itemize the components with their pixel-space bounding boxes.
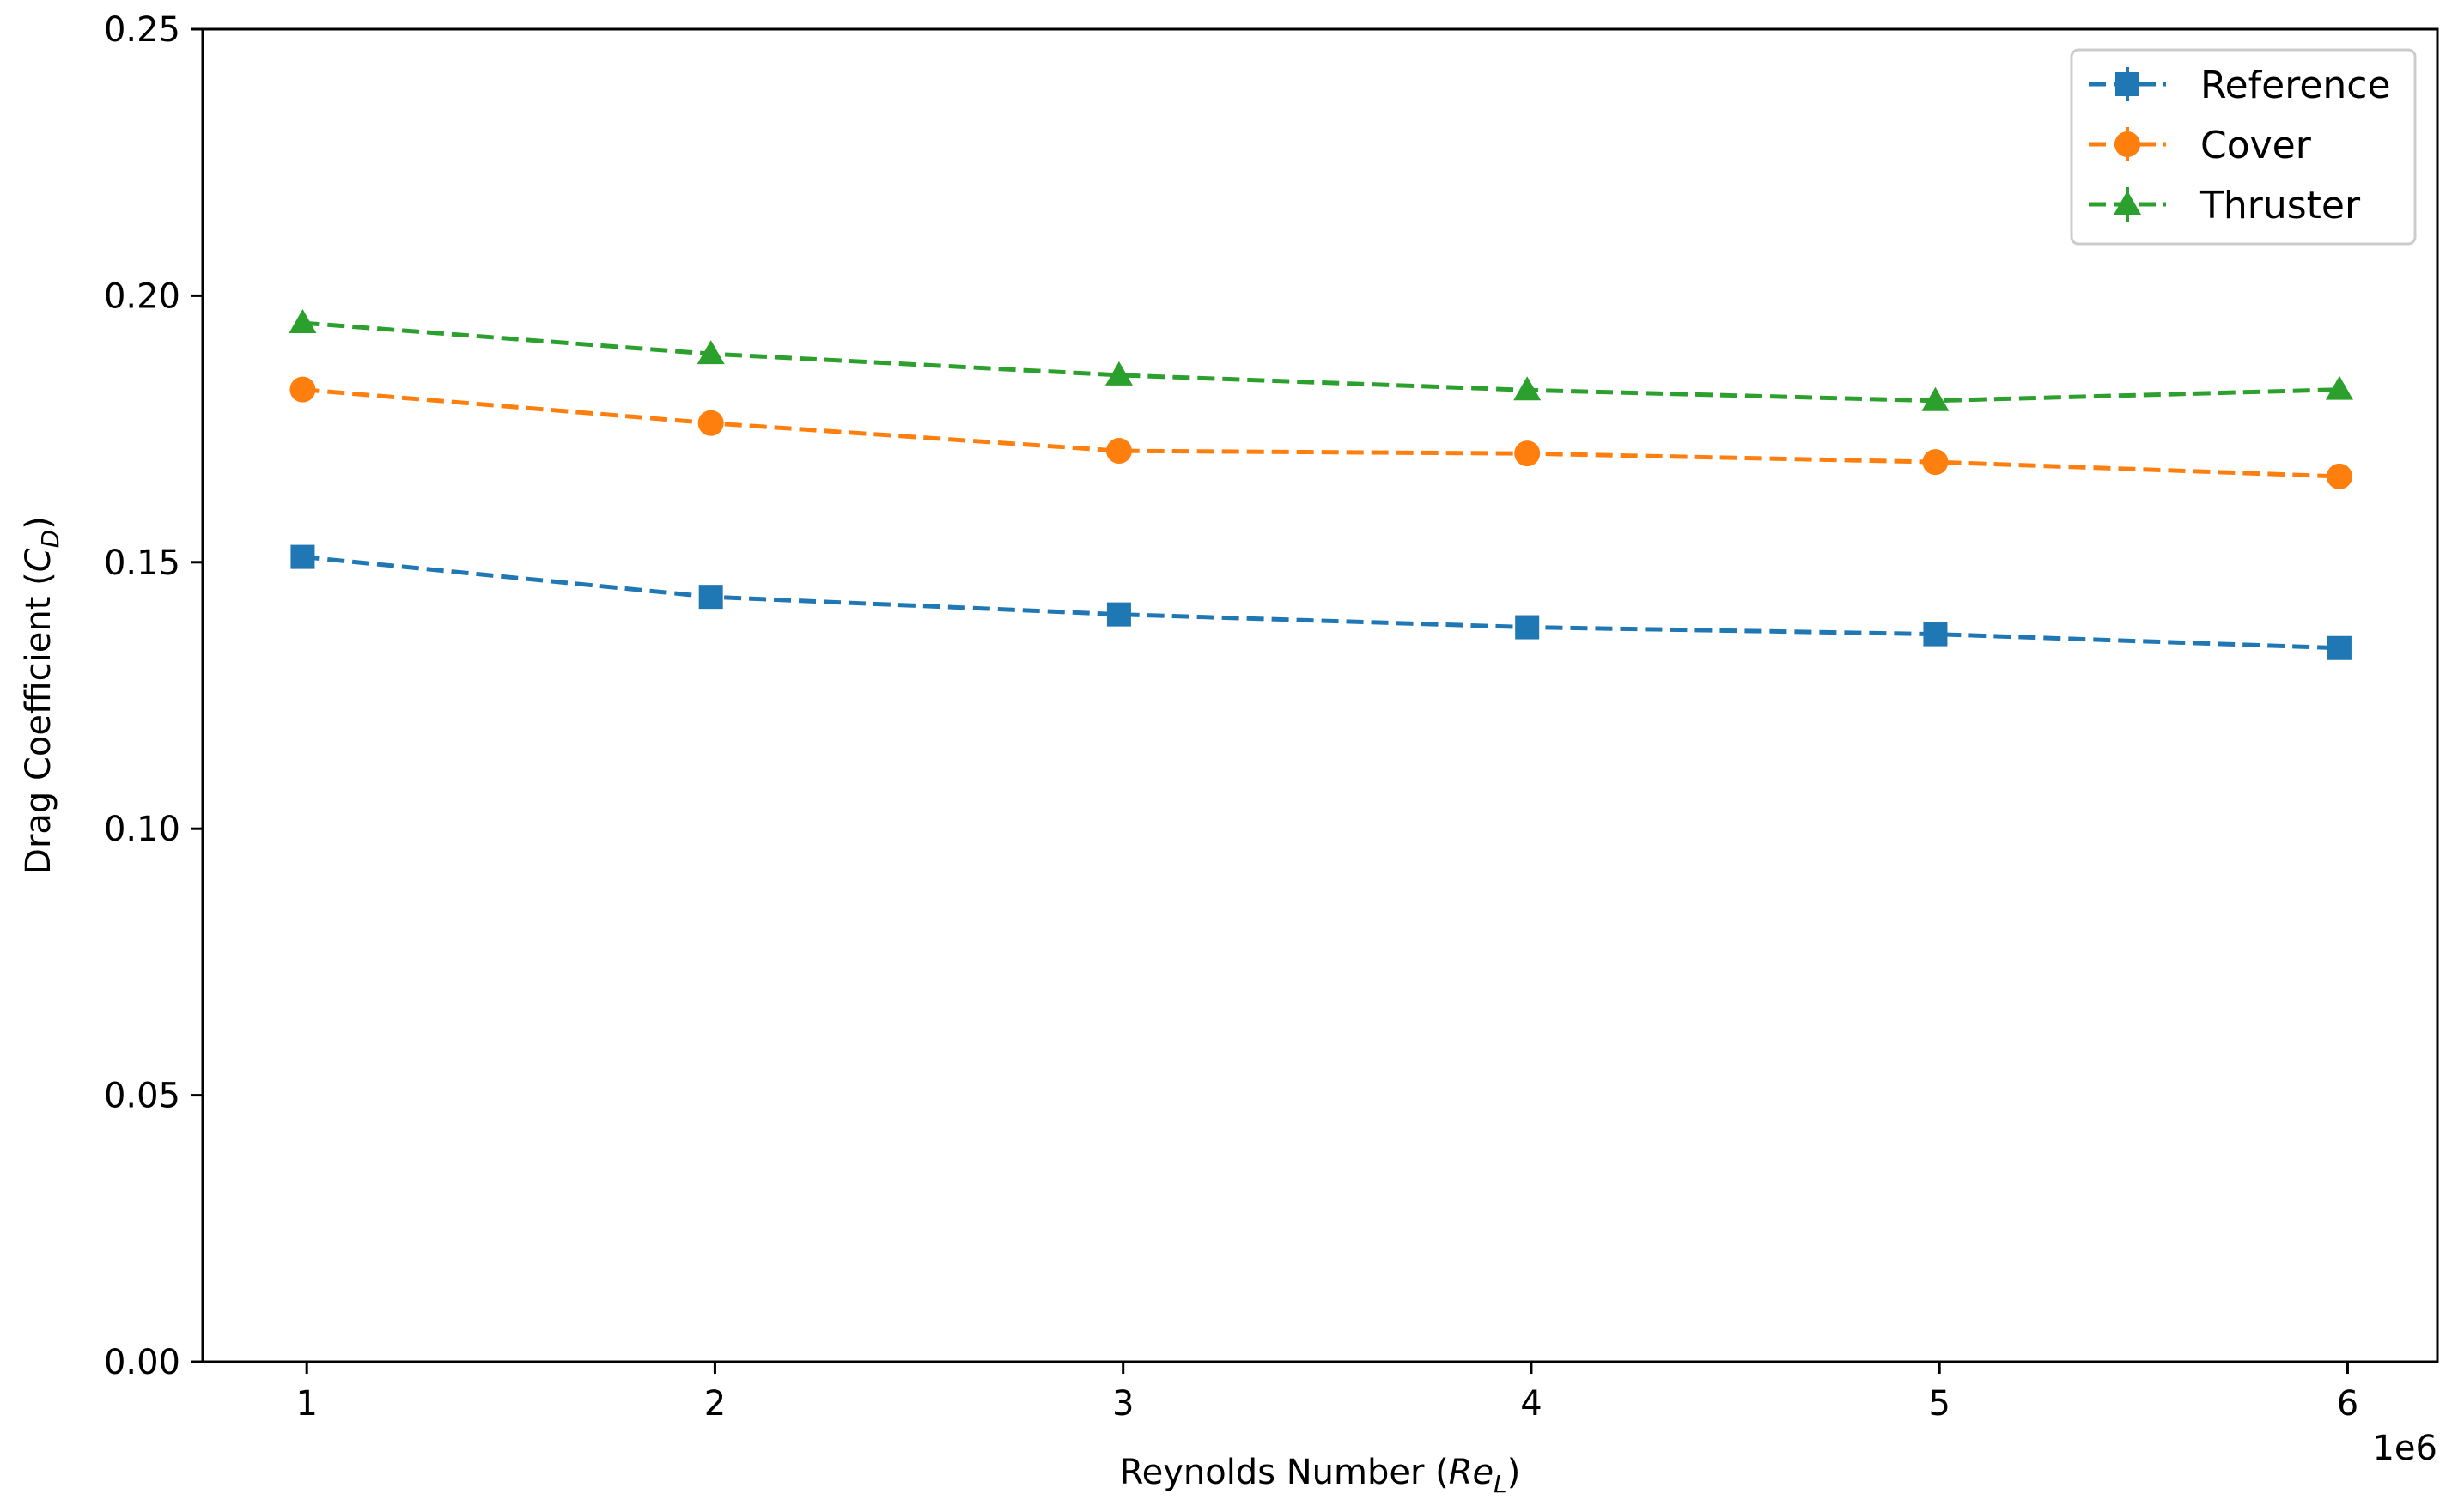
legend: Reference Cover Thruster bbox=[2070, 48, 2417, 246]
series-thruster bbox=[289, 309, 2353, 411]
legend-item-reference: Reference bbox=[2089, 64, 2391, 107]
y-tick-label-2: 0.05 bbox=[104, 1077, 180, 1116]
legend-label-cover: Cover bbox=[2200, 124, 2312, 167]
plot-area bbox=[289, 309, 2353, 660]
data-point-reference-6 bbox=[2327, 635, 2352, 660]
data-point-cover-6 bbox=[2326, 463, 2352, 489]
legend-item-thruster: Thruster bbox=[2089, 184, 2361, 228]
data-point-thruster-5 bbox=[1921, 386, 1950, 411]
series-cover bbox=[289, 376, 2352, 489]
data-point-thruster-6 bbox=[2325, 375, 2353, 400]
legend-label-thruster: Thruster bbox=[2199, 184, 2361, 228]
series-line-thruster bbox=[302, 320, 2339, 404]
y-axis-title: Drag Coefficient (CD) bbox=[19, 516, 64, 875]
series-line-cover bbox=[302, 387, 2339, 479]
y-tick-label-6: 0.25 bbox=[104, 10, 180, 50]
y-tick-label-4: 0.15 bbox=[104, 543, 180, 583]
legend-marker-cover bbox=[2114, 131, 2140, 157]
x-tick-label-2: 2 bbox=[704, 1384, 726, 1424]
legend-box bbox=[2070, 48, 2417, 246]
x-offset-label: 1e6 bbox=[2372, 1429, 2437, 1468]
y-tick-label-5: 0.20 bbox=[104, 276, 180, 316]
data-point-reference-3 bbox=[1106, 602, 1131, 627]
data-point-cover-3 bbox=[1105, 438, 1132, 465]
data-point-thruster-4 bbox=[1513, 376, 1542, 401]
legend-marker-thruster bbox=[2114, 191, 2141, 215]
data-point-reference-1 bbox=[290, 544, 315, 569]
series-line-reference bbox=[302, 555, 2339, 651]
legend-item-cover: Cover bbox=[2089, 124, 2312, 167]
x-tick-label-4: 4 bbox=[1520, 1384, 1542, 1424]
x-tick-label-3: 3 bbox=[1112, 1384, 1134, 1424]
data-point-thruster-3 bbox=[1104, 361, 1133, 386]
data-point-thruster-1 bbox=[289, 309, 317, 334]
data-point-cover-4 bbox=[1514, 440, 1541, 467]
y-tick-label-1: 0.00 bbox=[104, 1343, 180, 1382]
axes: 1 2 3 4 5 6 0.00 0.05 0.10 0.15 0.20 0.25 1e6 Reynold… bbox=[19, 10, 2439, 1498]
data-point-thruster-2 bbox=[697, 340, 725, 365]
legend-marker-reference bbox=[2115, 72, 2139, 96]
plot-frame bbox=[201, 27, 2439, 1363]
data-point-cover-2 bbox=[697, 410, 724, 436]
data-point-reference-4 bbox=[1515, 615, 1540, 640]
series-reference bbox=[290, 544, 2352, 660]
x-tick-label-6: 6 bbox=[2337, 1384, 2358, 1424]
x-tick-label-5: 5 bbox=[1928, 1384, 1950, 1424]
x-axis-title: Reynolds Number (ReL) bbox=[1120, 1453, 1521, 1498]
data-point-reference-5 bbox=[1923, 622, 1948, 647]
data-point-cover-5 bbox=[1922, 449, 1949, 476]
x-tick-label-1: 1 bbox=[295, 1384, 317, 1424]
y-tick-label-3: 0.10 bbox=[104, 810, 180, 849]
legend-label-reference: Reference bbox=[2200, 64, 2391, 107]
data-point-reference-2 bbox=[698, 585, 723, 610]
data-point-cover-1 bbox=[289, 376, 316, 403]
